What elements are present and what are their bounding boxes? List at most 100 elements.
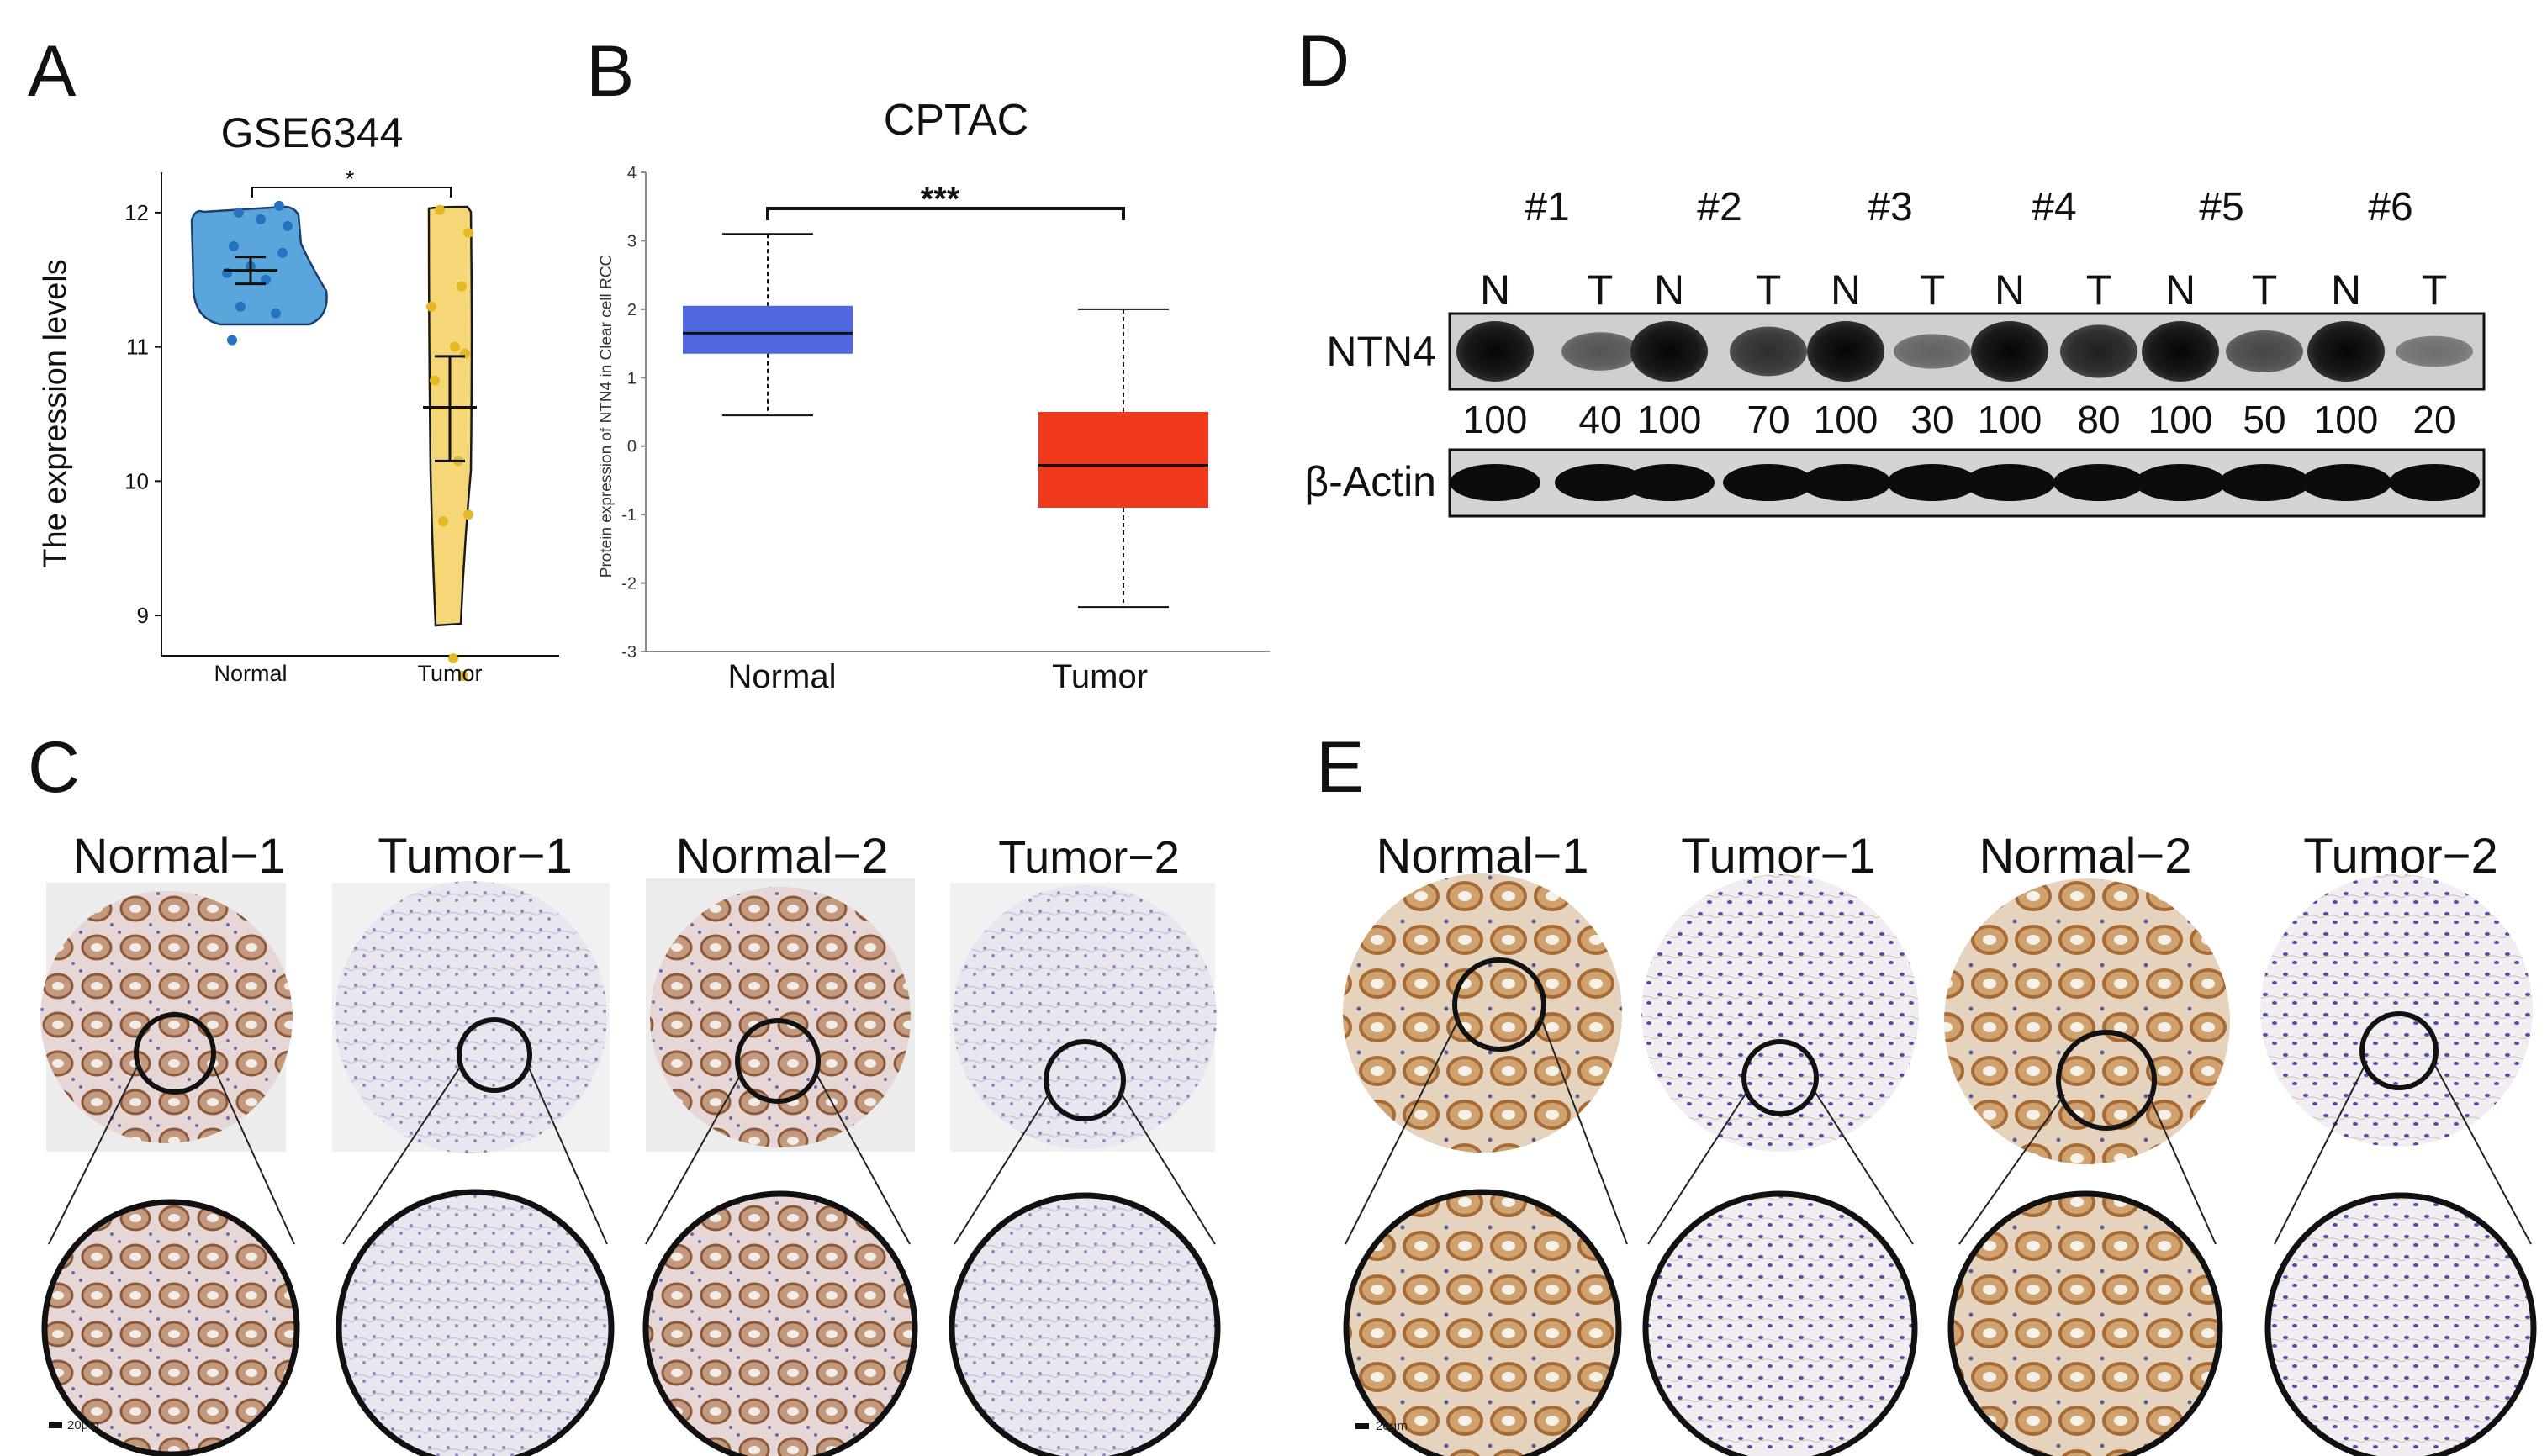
a-point-tumor: [435, 204, 445, 215]
b-ytick-label: -2: [621, 575, 637, 593]
a-point-tumor: [430, 375, 440, 386]
e-scale-label: 20μm: [1376, 1419, 1408, 1433]
blot-actin-band: [1624, 464, 1715, 501]
blot-lane-t: T: [2252, 266, 2278, 314]
blot-quant-value: 30: [1910, 398, 1953, 441]
blot-ntn4-bands: [1456, 321, 2473, 382]
a-point-normal: [271, 308, 281, 319]
blot-sample-4: #4: [2032, 185, 2076, 229]
e-label-tumor1: Tumor−1: [1681, 829, 1876, 884]
blot-sample-5: #5: [2199, 185, 2243, 229]
c-label-tumor1: Tumor−1: [378, 829, 573, 884]
a-point-tumor: [450, 341, 460, 352]
blot-quantification: 100 40 100 70 100 30 100 80 100 50 100 20: [1463, 398, 2456, 441]
a-point-normal: [283, 220, 293, 231]
panel-a-xtick-normal: Normal: [214, 661, 287, 686]
blot-ntn4-band: [1456, 321, 1534, 382]
c-label-normal2: Normal−2: [675, 829, 889, 884]
panel-c-ihc: [40, 878, 1221, 1456]
e-tumor1-zoom: [1642, 1190, 1918, 1456]
panel-letter-b: B: [586, 31, 635, 112]
panel-b-box-chart: CPTAC -3 -2 -1 0 1 2 3 4 Protein expression of …: [598, 96, 1270, 695]
blot-quant-value: 80: [2077, 398, 2120, 441]
blot-sample-2: #2: [1697, 185, 1741, 229]
c-tumor2-roi: [1044, 1039, 1126, 1121]
blot-quant-value: 20: [2412, 398, 2455, 441]
blot-ntn4-band: [2307, 321, 2385, 382]
blot-lane-t: T: [2086, 266, 2112, 314]
panel-b-xtick-normal: Normal: [728, 658, 837, 695]
blot-row-label-actin: β-Actin: [1304, 458, 1436, 505]
blot-lane-t: T: [1756, 266, 1782, 314]
blot-actin-band: [2219, 464, 2310, 501]
blot-ntn4-band: [2396, 335, 2473, 367]
e-normal1-roi: [1452, 957, 1546, 1052]
blot-ntn4-band: [2226, 330, 2303, 372]
e-normal2-roi: [2056, 1030, 2157, 1131]
panel-letter-c: C: [28, 727, 81, 808]
b-ytick-label: 2: [627, 301, 637, 319]
panel-e-ihc: [1343, 873, 2537, 1456]
a-point-normal: [235, 301, 246, 312]
blot-sample-6: #6: [2368, 185, 2412, 229]
c-tumor1-roi: [457, 1017, 532, 1093]
blot-sample-1: #1: [1525, 185, 1569, 229]
panel-a-y-ticks: 9 10 11 12: [124, 200, 161, 628]
c-tumor1-zoom: [336, 1189, 615, 1456]
e-label-normal1: Normal−1: [1376, 829, 1589, 884]
blot-quant-value: 70: [1746, 398, 1789, 441]
a-point-normal: [277, 247, 288, 258]
b-ytick-label: 1: [627, 369, 637, 388]
a-ytick-label: 12: [124, 200, 149, 225]
panel-b-boxes: [683, 233, 1208, 609]
b-ytick-label: -3: [621, 643, 637, 662]
blot-lane-n: N: [2165, 266, 2196, 314]
c-scale-bar: [49, 1422, 62, 1428]
e-scale-bar: [1355, 1423, 1369, 1429]
c-scale-label: 20μm: [67, 1418, 99, 1432]
c-normal2-zoom: [642, 1190, 918, 1456]
panel-letter-e: E: [1316, 727, 1365, 808]
panel-b-y-ticks: -3 -2 -1 0 1 2 3 4: [621, 164, 646, 662]
blot-row-label-ntn4: NTN4: [1326, 328, 1436, 375]
b-box-normal: [683, 305, 853, 354]
panel-a-error-bars: [224, 256, 477, 462]
blot-lane-t: T: [1588, 266, 1614, 314]
c-label-normal1: Normal−1: [72, 829, 286, 884]
blot-actin-band: [2053, 464, 2144, 501]
blot-ntn4-band: [1894, 334, 1971, 369]
e-normal1-zoom: [1343, 1189, 1622, 1456]
c-normal1-roi: [134, 1012, 216, 1095]
blot-actin-band: [2135, 464, 2226, 501]
e-tumor2-roi: [2359, 1011, 2439, 1090]
a-point-normal: [261, 274, 271, 285]
b-ytick-label: -1: [621, 506, 637, 525]
blot-quant-value: 100: [1463, 398, 1528, 441]
blot-quant-value: 100: [2148, 398, 2213, 441]
panel-b-ylabel: Protein expression of NTN4 in Clear cell…: [598, 255, 616, 578]
e-normal2-core: [1944, 878, 2230, 1164]
a-point-tumor: [463, 227, 473, 238]
e-tumor2-core: [2260, 874, 2533, 1147]
c-tumor1-core: [335, 881, 607, 1153]
blot-actin-band: [2389, 464, 2480, 501]
blot-ntn4-band: [2142, 321, 2219, 382]
panel-letter-a: A: [28, 31, 77, 112]
a-point-normal: [274, 200, 284, 211]
b-ytick-label: 3: [627, 232, 637, 251]
e-label-tumor2: Tumor−2: [2303, 829, 2498, 884]
blot-actin-band: [1964, 464, 2055, 501]
blot-actin-band: [1555, 464, 1646, 501]
e-normal2-zoom: [1947, 1190, 2223, 1456]
a-ytick-label: 10: [124, 468, 149, 493]
blot-actin-bands: [1450, 464, 2480, 501]
blot-ntn4-band: [1730, 326, 1807, 377]
violin-normal: [190, 205, 328, 326]
panel-b-title: CPTAC: [884, 96, 1028, 145]
e-tumor1-core: [1641, 874, 1919, 1152]
a-point-normal: [256, 214, 266, 224]
